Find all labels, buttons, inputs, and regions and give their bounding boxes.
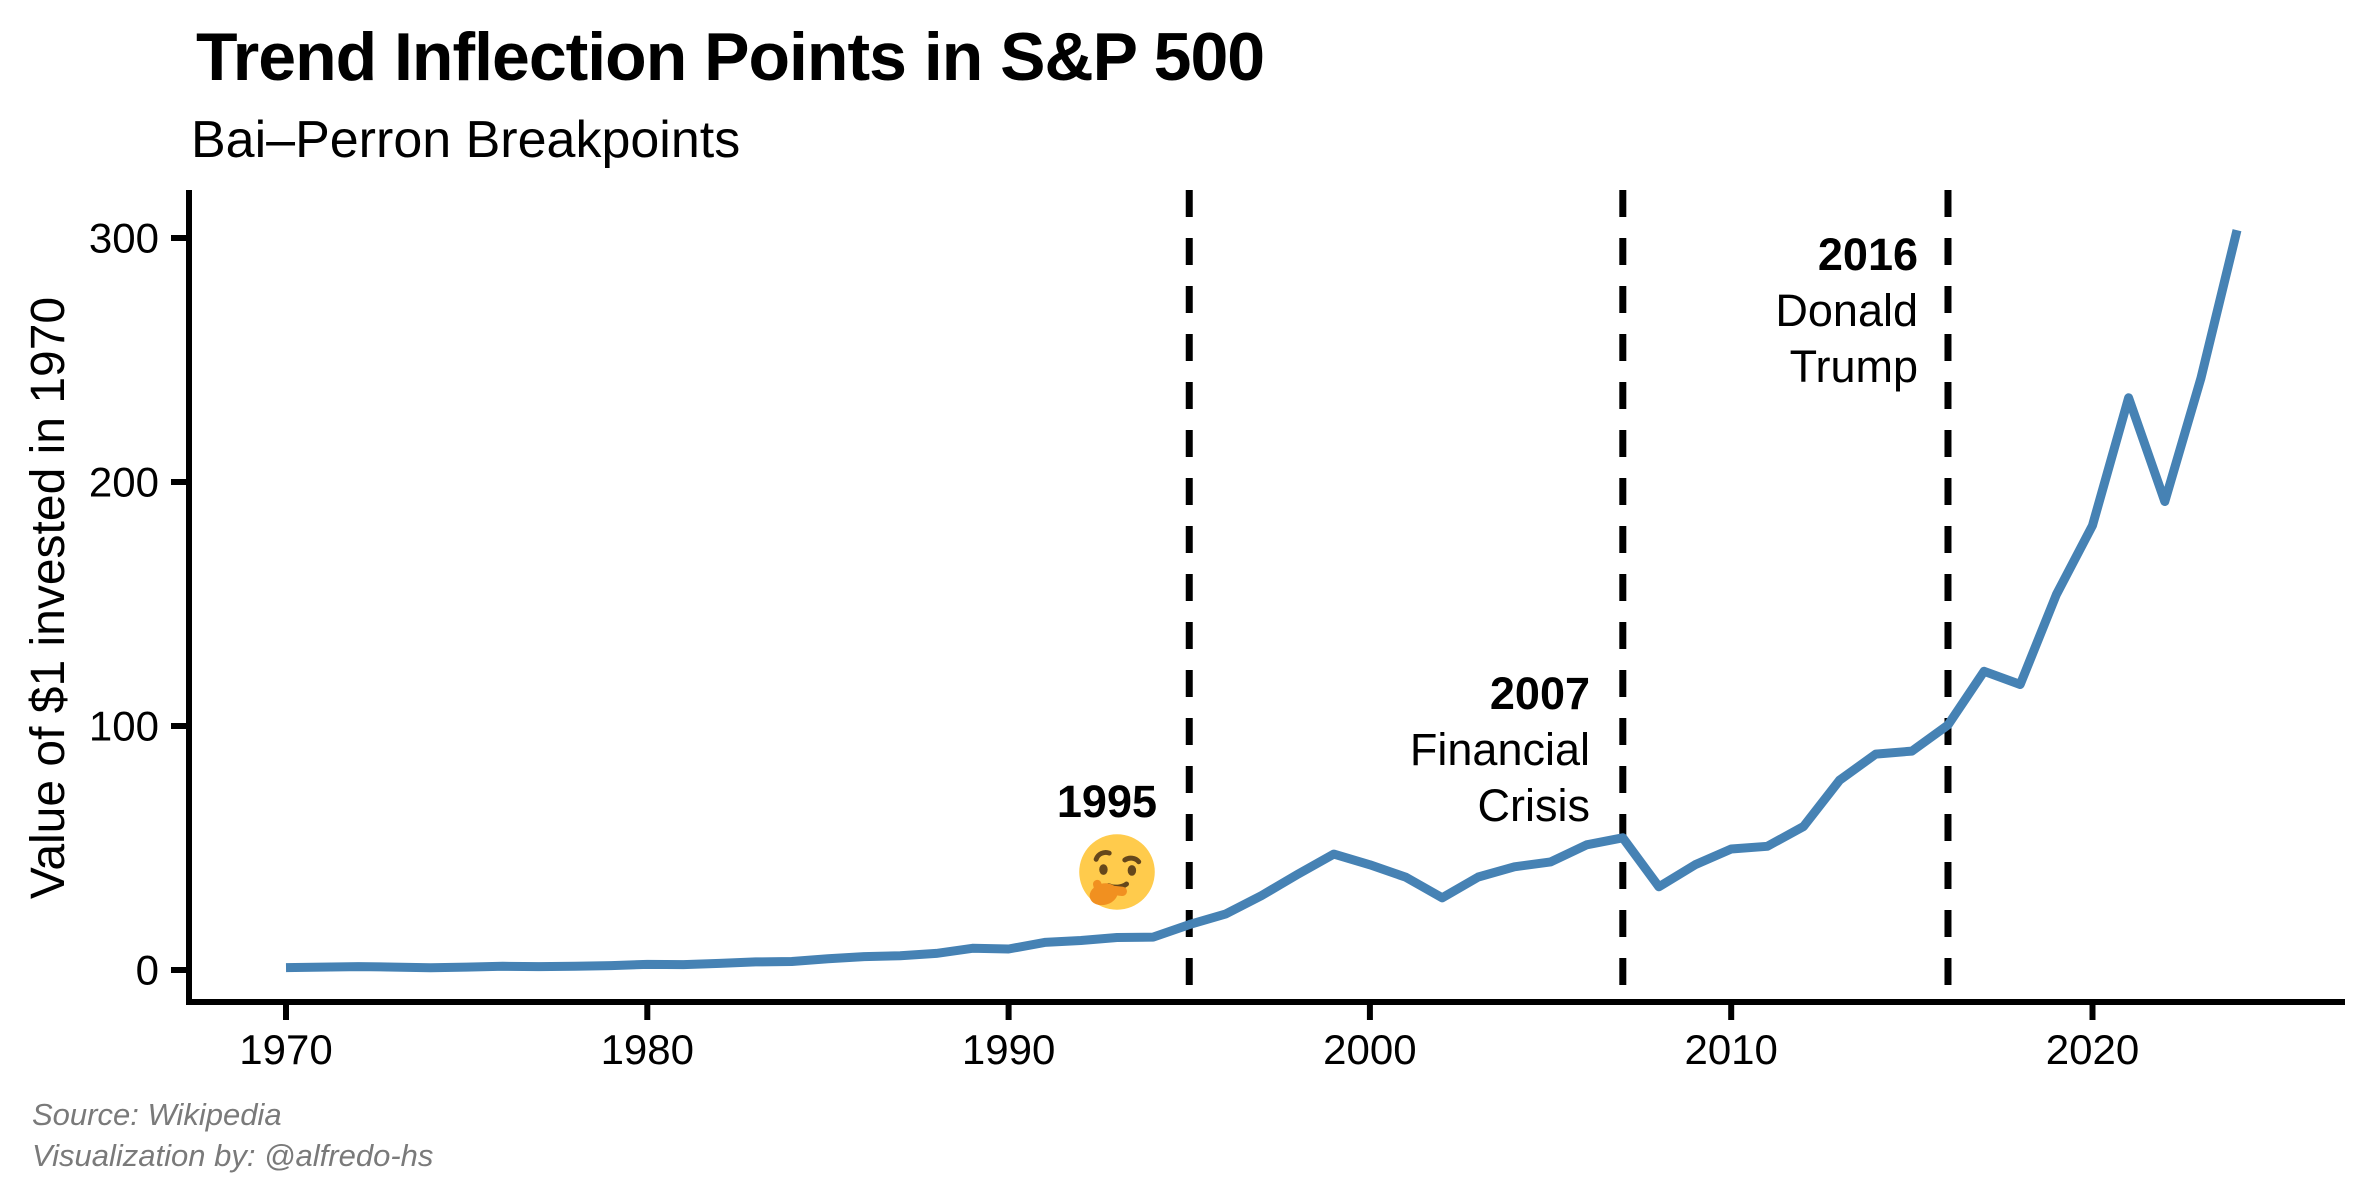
breakpoint-2007-line1: Financial (1409, 724, 1590, 775)
y-tick-label: 100 (89, 703, 159, 750)
breakpoint-annotation-1995: 1995 (1057, 774, 1157, 912)
breakpoint-1995-year-label: 1995 (1056, 776, 1157, 827)
emoji-left-eyebrow (1093, 850, 1112, 862)
emoji-right-eyebrow (1122, 855, 1142, 865)
y-tick-label: 0 (136, 947, 159, 994)
y-tick-label: 300 (89, 215, 159, 262)
x-tick-label: 2000 (1323, 1026, 1416, 1073)
y-axis-title: Value of $1 invested in 1970 (22, 296, 75, 900)
caption-credit: Visualization by: @alfredo-hs (32, 1138, 434, 1173)
breakpoint-2007-line2: Crisis (1477, 780, 1590, 831)
x-tick-label: 1970 (239, 1026, 332, 1073)
x-tick-label: 1980 (601, 1026, 694, 1073)
chart-title: Trend Inflection Points in S&P 500 (196, 19, 1265, 95)
breakpoint-annotation-2007: 2007 Financial Crisis (1410, 666, 1590, 834)
breakpoint-2007-year-label: 2007 (1489, 668, 1590, 719)
breakpoint-2016-line1: Donald (1775, 285, 1918, 336)
x-tick-label: 1990 (962, 1026, 1055, 1073)
sp500-line-series (285, 229, 2242, 973)
breakpoint-2016-year-label: 2016 (1817, 229, 1918, 280)
breakpoint-2016-line2: Trump (1789, 341, 1918, 392)
chart-subtitle: Bai–Perron Breakpoints (191, 111, 741, 169)
axis-lines (186, 190, 2345, 1005)
x-tick-label: 2010 (1684, 1026, 1777, 1073)
emoji-right-eye (1127, 865, 1137, 876)
emoji-left-eye (1099, 864, 1108, 875)
breakpoint-annotation-2016: 2016 Donald Trump (1775, 227, 1918, 395)
emoji-hand (1089, 879, 1127, 906)
caption: Source: Wikipedia Visualization by: @alf… (32, 1094, 433, 1176)
caption-source: Source: Wikipedia (32, 1097, 282, 1132)
thinking-face-emoji (1079, 834, 1155, 910)
x-tick-label: 2020 (2046, 1026, 2139, 1073)
y-tick-label: 200 (89, 459, 159, 506)
